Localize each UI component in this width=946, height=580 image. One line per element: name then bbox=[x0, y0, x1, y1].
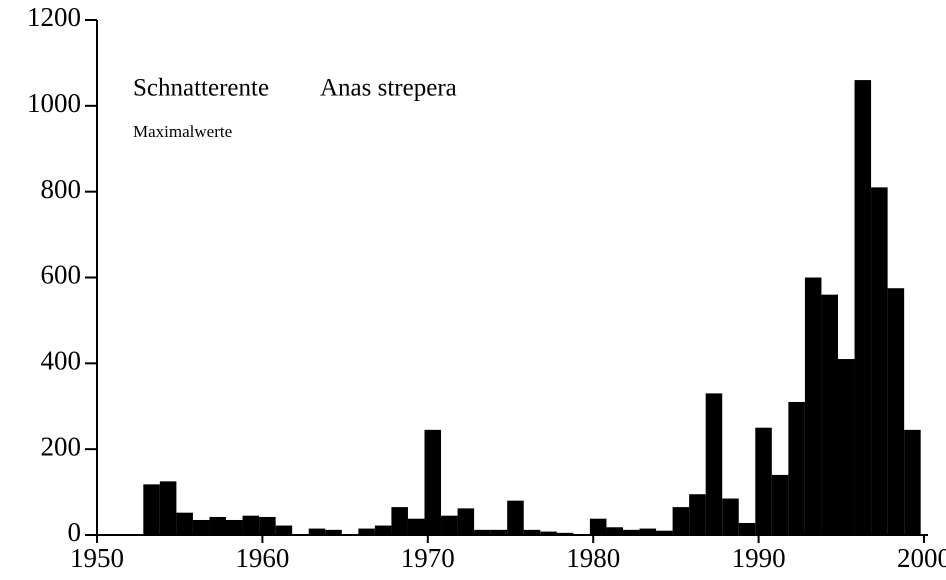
y-tick-label: 800 bbox=[41, 174, 82, 204]
bar bbox=[441, 515, 458, 535]
y-tick-label: 600 bbox=[41, 260, 82, 290]
bar bbox=[259, 516, 276, 535]
bar bbox=[490, 529, 508, 535]
bar bbox=[738, 522, 756, 535]
y-tick-label: 400 bbox=[41, 346, 82, 376]
bar bbox=[656, 530, 673, 535]
bar bbox=[854, 80, 872, 535]
bar bbox=[622, 529, 640, 535]
bar bbox=[143, 484, 160, 535]
bar bbox=[804, 277, 822, 535]
y-tick-label: 1000 bbox=[27, 88, 81, 118]
x-tick-label: 2000 bbox=[897, 543, 946, 573]
bar bbox=[755, 427, 772, 535]
bar bbox=[639, 528, 657, 535]
x-tick-label: 1970 bbox=[401, 543, 455, 573]
bar bbox=[226, 519, 243, 535]
y-tick-label: 1200 bbox=[27, 2, 81, 32]
bar bbox=[887, 288, 905, 535]
chart-subtitle: Maximalwerte bbox=[133, 122, 232, 141]
bar bbox=[523, 529, 541, 535]
bar bbox=[391, 507, 408, 535]
bar bbox=[540, 531, 557, 535]
bar bbox=[242, 515, 260, 535]
species-name: Anas strepera bbox=[320, 75, 457, 102]
x-tick-label: 1950 bbox=[70, 543, 124, 573]
y-tick-label: 0 bbox=[68, 517, 82, 547]
bar bbox=[358, 528, 375, 535]
bar bbox=[837, 359, 855, 535]
bar bbox=[474, 529, 491, 535]
bar bbox=[308, 528, 326, 535]
x-tick-label: 1990 bbox=[732, 543, 786, 573]
bar bbox=[589, 518, 607, 535]
bar bbox=[507, 500, 524, 535]
bar bbox=[159, 481, 177, 535]
bar bbox=[407, 518, 425, 535]
bar bbox=[788, 401, 805, 535]
bar bbox=[325, 529, 342, 535]
bar bbox=[556, 532, 574, 535]
bar bbox=[689, 494, 706, 535]
chart-title: Schnatterente bbox=[133, 75, 269, 102]
bar bbox=[672, 507, 690, 535]
bar bbox=[176, 512, 193, 535]
x-tick-label: 1980 bbox=[566, 543, 620, 573]
bar bbox=[606, 527, 623, 535]
bar bbox=[871, 187, 888, 535]
bar bbox=[209, 516, 227, 535]
bar bbox=[192, 519, 210, 535]
bar bbox=[904, 429, 921, 535]
bar bbox=[771, 474, 789, 535]
x-tick-label: 1960 bbox=[235, 543, 289, 573]
bar bbox=[821, 294, 838, 535]
bar bbox=[424, 429, 442, 535]
bar bbox=[275, 525, 293, 535]
bar bbox=[705, 393, 723, 535]
bar bbox=[457, 508, 475, 535]
bar bbox=[374, 525, 392, 535]
bar bbox=[722, 498, 739, 535]
y-tick-label: 200 bbox=[41, 431, 82, 461]
